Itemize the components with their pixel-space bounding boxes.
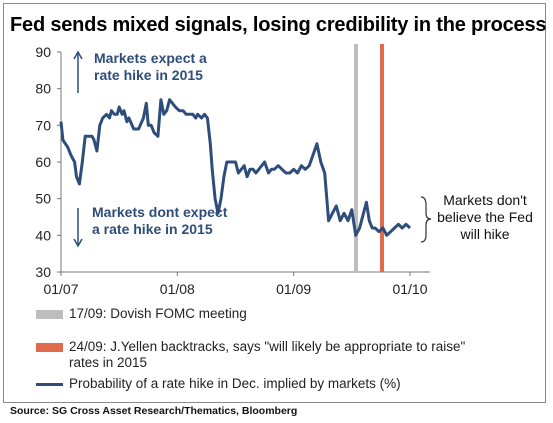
legend-label-orange-line2: rates in 2015 — [69, 355, 148, 370]
annotation-up-line1: Markets expect a — [94, 50, 207, 66]
y-tick-label: 70 — [35, 117, 51, 133]
chart-frame — [3, 3, 546, 403]
bracket-right — [420, 196, 432, 243]
chart-title: Fed sends mixed signals, losing credibil… — [10, 14, 547, 36]
arrow-down-head — [73, 238, 83, 248]
y-tick-label: 60 — [35, 154, 51, 170]
legend-swatch-grey — [36, 309, 63, 319]
y-tick-label: 80 — [35, 81, 51, 97]
annotation-down-line1: Markets dont expect — [92, 204, 228, 220]
y-tick-label: 30 — [35, 264, 51, 280]
arrow-up-head — [73, 50, 83, 60]
legend-item-blue: Probability of a rate hike in Dec. impli… — [36, 376, 401, 391]
series-line — [59, 98, 412, 237]
annotation-right-line1: Markets don't — [443, 192, 527, 208]
x-tick-label: 01/09 — [276, 281, 311, 297]
x-tick-label: 01/10 — [392, 281, 427, 297]
legend-item-orange-cont: rates in 2015 — [69, 355, 147, 370]
y-tick-label: 50 — [35, 191, 51, 207]
legend-item-orange: 24/09: J.Yellen backtracks, says "will l… — [36, 339, 465, 354]
legend-label-grey: 17/09: Dovish FOMC meeting — [69, 306, 247, 321]
x-tick-label: 01/07 — [43, 281, 78, 297]
annotation-right-line3: will hike — [459, 226, 509, 242]
annotation-down-line2: a rate hike in 2015 — [92, 221, 213, 237]
y-tick-label: 40 — [35, 227, 51, 243]
legend-label-orange-line1: 24/09: J.Yellen backtracks, says "will l… — [69, 339, 466, 354]
annotation-up-line2: rate hike in 2015 — [94, 67, 203, 83]
y-tick-label: 90 — [35, 44, 51, 60]
annotation-right-line2: believe the Fed — [437, 209, 533, 225]
legend-swatch-blue — [36, 382, 63, 386]
legend-label-blue: Probability of a rate hike in Dec. impli… — [69, 376, 401, 391]
x-tick-label: 01/08 — [160, 281, 195, 297]
source-note: Source: SG Cross Asset Research/Thematic… — [10, 405, 298, 417]
legend-item-grey: 17/09: Dovish FOMC meeting — [36, 306, 247, 321]
legend-swatch-orange — [36, 342, 63, 352]
